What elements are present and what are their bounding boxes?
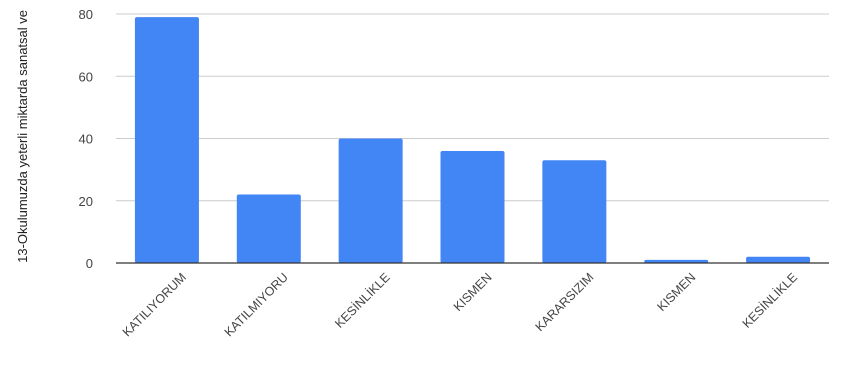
x-tick-label: KARARSIZIM — [533, 270, 597, 334]
y-tick-label: 60 — [79, 69, 93, 84]
bars — [134, 17, 811, 263]
y-tick-label: 80 — [79, 7, 93, 22]
y-axis-label: 13-Okulumuzda yeterli miktarda sanatsal … — [15, 10, 30, 263]
y-tick-label: 40 — [79, 132, 93, 147]
bar — [542, 160, 607, 263]
bar — [134, 17, 199, 263]
x-axis-labels: KATILIYORUM KATILMIYORU KESİNLİKLE KISMEN KA… — [120, 270, 800, 339]
bar — [440, 150, 505, 263]
y-tick-label: 0 — [86, 256, 93, 271]
x-tick-label: KISMEN — [451, 270, 495, 314]
x-tick-label: KESİNLİKLE — [740, 270, 801, 331]
bar — [338, 138, 403, 263]
bar — [644, 259, 709, 263]
y-axis-ticks: 0 20 40 60 80 — [79, 7, 93, 271]
y-tick-label: 20 — [79, 194, 93, 209]
x-tick-label: KESİNLİKLE — [332, 270, 393, 331]
x-tick-label: KATILIYORUM — [120, 270, 189, 339]
x-tick-label: KISMEN — [655, 270, 699, 314]
bar — [746, 256, 811, 263]
x-tick-label: KATILMIYORU — [222, 270, 291, 339]
bar — [236, 194, 301, 263]
